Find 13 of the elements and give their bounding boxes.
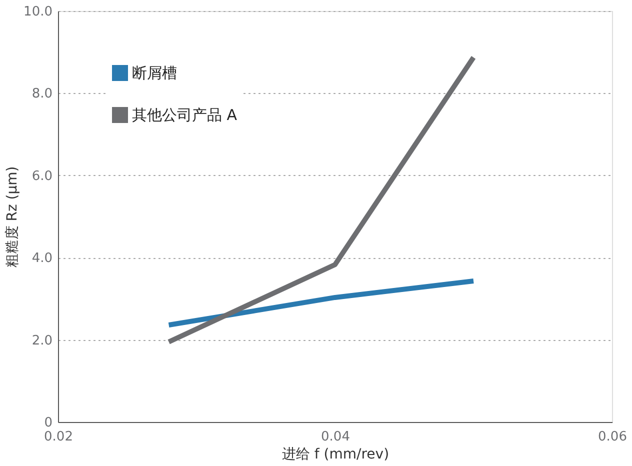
x-tick-label: 0.04 (321, 430, 350, 444)
y-axis-title: 粗糙度 Rz (μm) (4, 166, 21, 268)
x-tick-label: 0.06 (598, 430, 627, 444)
y-tick-label: 2.0 (32, 333, 52, 348)
x-tick-label: 0.02 (44, 430, 73, 444)
legend-label: 其他公司产品 A (132, 106, 238, 124)
legend-label: 断屑槽 (132, 64, 177, 82)
y-tick-label: 0 (44, 416, 52, 430)
x-axis-title: 进给 f (mm/rev) (282, 446, 390, 462)
y-tick-label: 6.0 (32, 168, 52, 184)
y-tick-label: 10.0 (24, 4, 52, 20)
y-tick-label: 4.0 (32, 251, 52, 266)
y-tick-label: 8.0 (32, 86, 52, 102)
